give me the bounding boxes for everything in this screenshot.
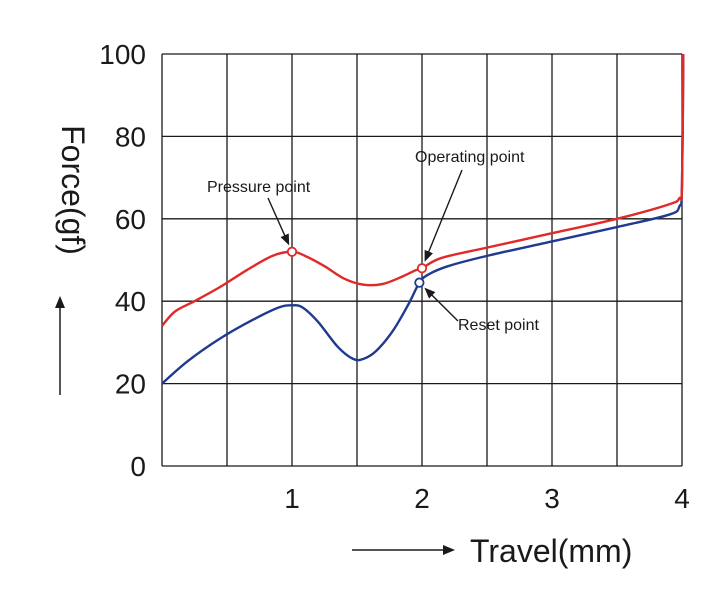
annotation-leader-line [429, 292, 459, 322]
series-layer [161, 53, 685, 385]
y-tick-label: 0 [130, 451, 146, 482]
annotation-arrowhead [424, 249, 433, 262]
y-axis-arrow [55, 296, 65, 395]
y-axis-title: Force(gf) [55, 125, 91, 255]
x-tick-label: 1 [284, 483, 300, 514]
series-line-pressing [161, 53, 685, 327]
y-tick-label: 80 [115, 121, 146, 152]
x-axis-arrow [352, 545, 455, 555]
y-tick-label: 100 [99, 39, 146, 70]
x-tick-label: 4 [674, 483, 690, 514]
annotation-label: Reset point [458, 317, 539, 334]
y-tick-label: 40 [115, 286, 146, 317]
annotation-arrowhead [424, 287, 436, 299]
y-tick-label: 20 [115, 369, 146, 400]
x-axis-title: Travel(mm) [470, 533, 632, 569]
y-tick-label: 60 [115, 204, 146, 235]
annotation-leader-line [267, 197, 287, 239]
annotation-marker [414, 277, 425, 288]
annotation-marker [416, 263, 428, 274]
x-tick-label: 2 [414, 483, 430, 514]
annotation-label: Pressure point [207, 179, 311, 196]
annotation-marker [286, 246, 298, 257]
grid [161, 53, 683, 467]
annotation-label: Operating point [415, 149, 525, 166]
series-line-release [161, 53, 685, 385]
x-tick-label: 3 [544, 483, 560, 514]
annotation-arrowhead [280, 233, 290, 246]
annotations-layer: Pressure point Operating point Reset point [207, 149, 539, 334]
tick-labels: 0 20 40 60 80 100 1 2 3 4 [99, 39, 690, 514]
annotation-leader-line [427, 169, 463, 255]
